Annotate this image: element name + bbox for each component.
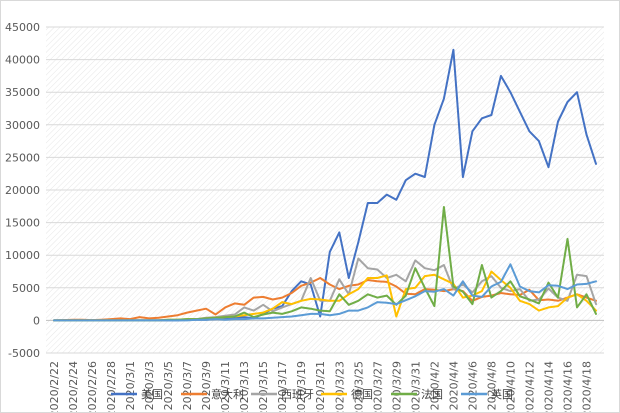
x-tick-label: 2020/4/2 [428, 361, 441, 410]
x-tick-label: 2020/3/15 [257, 361, 270, 412]
y-tick-label: 0 [33, 314, 40, 327]
legend: 美国 意大利 西班牙 德国 法国 英国 [111, 387, 513, 401]
x-tick-label: 2020/3/29 [390, 361, 403, 412]
legend-label: 意大利 [211, 387, 244, 401]
y-tick-label: 40000 [5, 54, 40, 67]
y-axis: -5000 0 5000 10000 15000 20000 25000 30000 35000… [5, 21, 40, 360]
legend-label: 西班牙 [281, 388, 314, 401]
series-line-5 [53, 263, 597, 322]
series-layer [53, 48, 597, 322]
legend-label: 英国 [491, 387, 513, 401]
x-tick-label: 2020/2/24 [67, 361, 80, 412]
x-tick-label: 2020/3/9 [200, 361, 213, 410]
y-tick-label: 10000 [5, 249, 40, 262]
x-tick-label: 2020/3/27 [371, 361, 384, 412]
x-tick-label: 2020/4/18 [580, 361, 593, 412]
x-tick-label: 2020/4/4 [447, 361, 460, 410]
legend-label: 美国 [141, 388, 163, 401]
y-tick-label: 35000 [5, 86, 40, 99]
x-axis: 2020/2/22 2020/2/24 2020/2/26 2020/2/28 2020… [48, 361, 593, 412]
x-tick-label: 2020/2/26 [86, 361, 99, 412]
x-tick-label: 2020/3/21 [314, 361, 327, 412]
x-tick-label: 2020/4/12 [523, 361, 536, 412]
x-tick-label: 2020/4/6 [466, 361, 479, 410]
y-tick-label: 20000 [5, 184, 40, 197]
x-tick-label: 2020/3/5 [162, 361, 175, 410]
y-tick-label: 5000 [12, 282, 40, 295]
x-tick-label: 2020/4/16 [561, 361, 574, 412]
series-line-1 [53, 277, 597, 322]
x-tick-label: 2020/3/7 [181, 361, 194, 410]
x-tick-label: 2020/3/23 [333, 361, 346, 412]
x-tick-label: 2020/3/25 [352, 361, 365, 412]
x-tick-label: 2020/3/17 [276, 361, 289, 412]
x-tick-label: 2020/3/11 [219, 361, 232, 412]
x-tick-label: 2020/3/31 [409, 361, 422, 412]
y-tick-label: 45000 [5, 21, 40, 34]
legend-label: 德国 [351, 387, 373, 401]
x-tick-label: 2020/4/8 [485, 361, 498, 410]
legend-label: 法国 [421, 387, 443, 401]
x-tick-label: 2020/4/14 [542, 361, 555, 412]
x-tick-label: 2020/2/28 [105, 361, 118, 412]
x-tick-label: 2020/3/19 [295, 361, 308, 412]
y-tick-label: -5000 [8, 347, 40, 360]
x-tick-label: 2020/2/22 [48, 361, 61, 412]
y-tick-label: 30000 [5, 119, 40, 132]
y-tick-label: 15000 [5, 217, 40, 230]
y-tick-label: 25000 [5, 151, 40, 164]
x-tick-label: 2020/3/3 [143, 361, 156, 410]
x-tick-label: 2020/4/10 [504, 361, 517, 412]
x-tick-label: 2020/3/1 [124, 361, 137, 410]
x-tick-label: 2020/3/13 [238, 361, 251, 412]
